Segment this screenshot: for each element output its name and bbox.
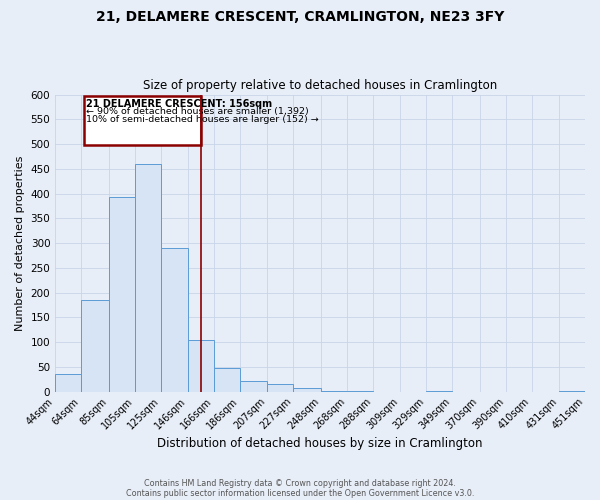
Bar	[55, 374, 81, 392]
Bar	[293, 388, 321, 392]
X-axis label: Distribution of detached houses by size in Cramlington: Distribution of detached houses by size …	[157, 437, 483, 450]
Bar	[109, 197, 134, 392]
Bar	[240, 380, 268, 392]
Y-axis label: Number of detached properties: Number of detached properties	[15, 156, 25, 331]
Text: Contains HM Land Registry data © Crown copyright and database right 2024.: Contains HM Land Registry data © Crown c…	[144, 478, 456, 488]
Bar	[268, 384, 293, 392]
Text: 21, DELAMERE CRESCENT, CRAMLINGTON, NE23 3FY: 21, DELAMERE CRESCENT, CRAMLINGTON, NE23…	[96, 10, 504, 24]
Text: Contains public sector information licensed under the Open Government Licence v3: Contains public sector information licen…	[126, 488, 474, 498]
Text: 10% of semi-detached houses are larger (152) →: 10% of semi-detached houses are larger (…	[86, 115, 319, 124]
Bar	[134, 164, 161, 392]
Bar	[81, 300, 109, 392]
Bar	[214, 368, 240, 392]
Text: ← 90% of detached houses are smaller (1,392): ← 90% of detached houses are smaller (1,…	[86, 107, 309, 116]
Text: 21 DELAMERE CRESCENT: 156sqm: 21 DELAMERE CRESCENT: 156sqm	[86, 98, 272, 108]
Bar	[188, 340, 214, 392]
FancyBboxPatch shape	[84, 96, 201, 145]
Title: Size of property relative to detached houses in Cramlington: Size of property relative to detached ho…	[143, 79, 497, 92]
Bar	[161, 248, 188, 392]
